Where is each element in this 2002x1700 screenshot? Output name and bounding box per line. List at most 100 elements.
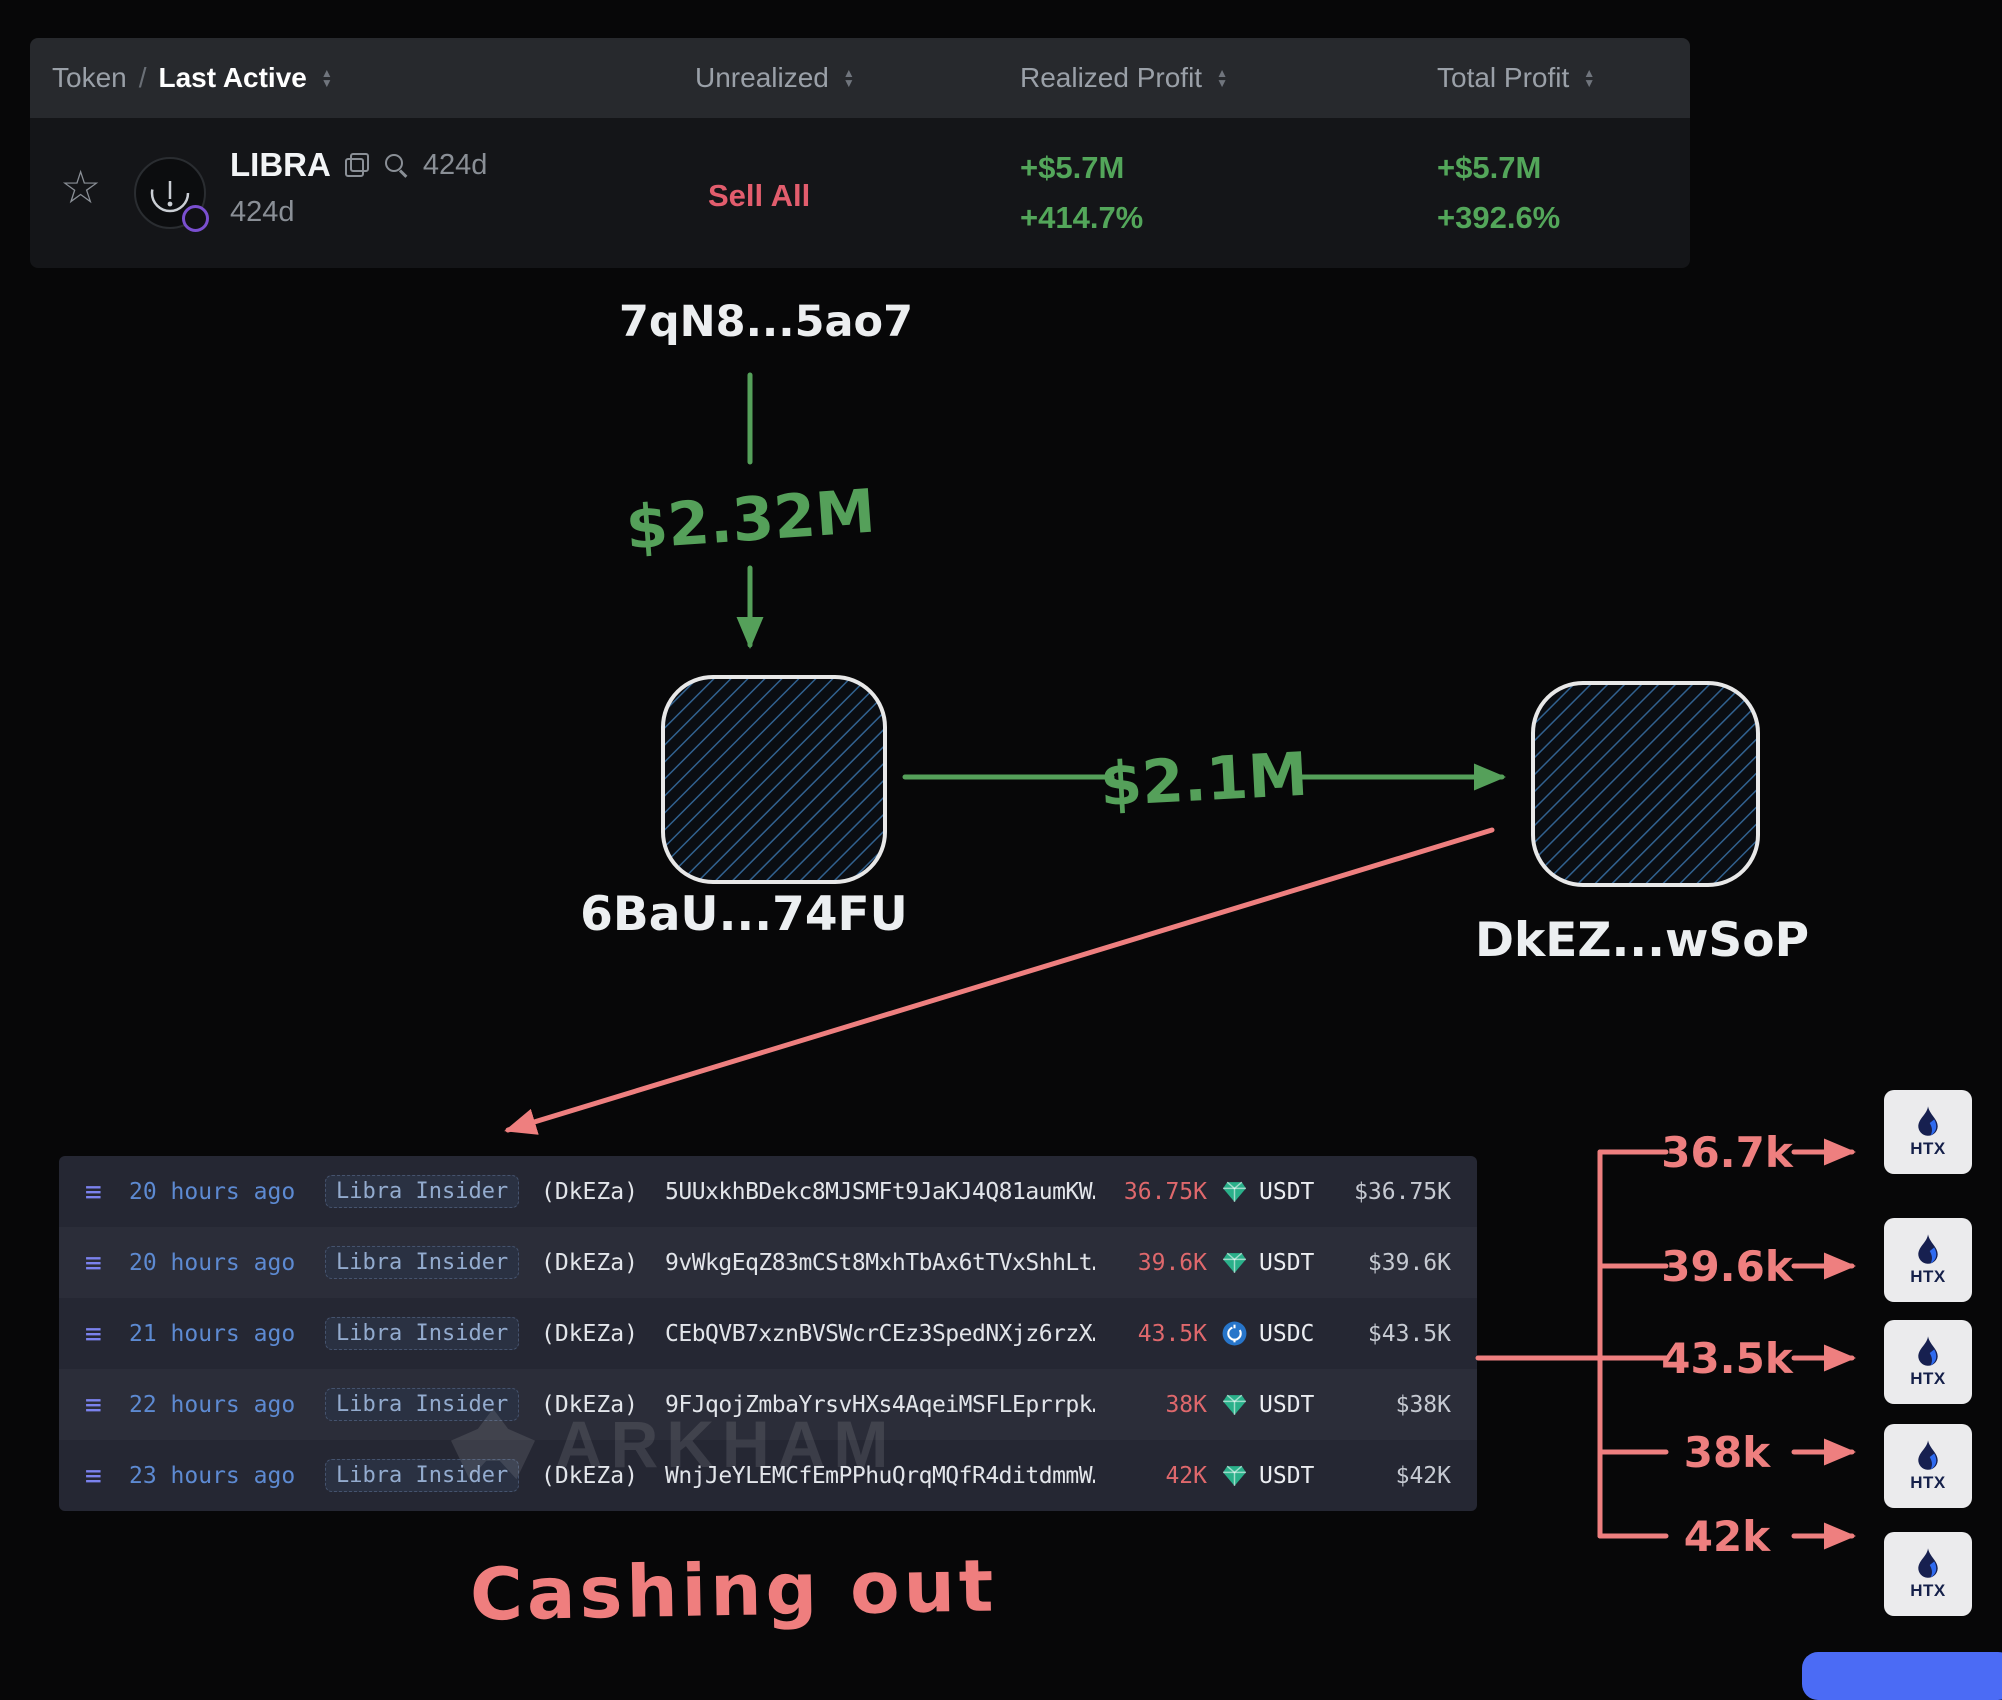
column-realized-profit[interactable]: Realized Profit ▲ ▼ [1020, 38, 1228, 118]
sort-icon[interactable]: ▲ ▼ [320, 66, 333, 90]
column-last-active-label: Last Active [158, 62, 307, 93]
tx-amount: 42K [1165, 1462, 1207, 1489]
libra-logo-mark [150, 173, 190, 213]
wallet-panel: Token / Last Active ▲ ▼ Unrealized ▲ ▼ Rea… [30, 38, 1690, 268]
transfer1-amount: $2.32M [624, 476, 878, 563]
htx-label: HTX [1910, 1267, 1946, 1286]
cashout-amount-2: 39.6k [1661, 1242, 1794, 1291]
tx-row[interactable]: ≡ 20 hours ago Libra Insider (DkEZa) 5UU… [59, 1156, 1477, 1227]
column-separator: / [138, 62, 147, 93]
htx-exchange-icon: HTX [1884, 1090, 1972, 1174]
htx-flame-icon [1918, 1106, 1938, 1136]
tx-row[interactable]: ≡ 23 hours ago Libra Insider (DkEZa) Wnj… [59, 1440, 1477, 1511]
column-realized-profit-label: Realized Profit [1020, 62, 1203, 93]
realized-profit: +$5.7M +414.7% [1020, 150, 1143, 236]
token-row[interactable]: ☆ LIBRA 424d 424d Sell All +$5.7M +414.7… [30, 118, 1690, 268]
tx-time[interactable]: 23 hours ago [129, 1462, 296, 1489]
token-logo [134, 157, 209, 232]
tx-usd-value: $39.6K [1367, 1249, 1451, 1276]
usdt-icon [1221, 1249, 1251, 1276]
tx-list-icon: ≡ [85, 1388, 102, 1421]
tx-time[interactable]: 22 hours ago [129, 1391, 296, 1418]
wallet-node-1-label: 6BaU...74FU [580, 887, 908, 942]
tx-token-symbol: USDT [1259, 1391, 1315, 1418]
transfer2-amount: $2.1M [1098, 740, 1309, 821]
tx-entity-tag[interactable]: Libra Insider [325, 1388, 520, 1421]
wallet-node-2 [1531, 681, 1760, 887]
favorite-star-icon[interactable]: ☆ [60, 161, 102, 213]
column-total-profit-label: Total Profit [1437, 62, 1570, 93]
sell-all-button[interactable]: Sell All [708, 178, 811, 213]
htx-label: HTX [1910, 1369, 1946, 1388]
wallet-node-2-label: DkEZ...wSoP [1475, 913, 1809, 968]
tx-entity-tag-wrap: Libra Insider [325, 1317, 541, 1350]
total-profit-value: +$5.7M [1437, 150, 1542, 185]
tx-hash[interactable]: 9FJqojZmbaYrsvHXs4AqeiMSFLEprrpk… [665, 1391, 1095, 1418]
tx-usd-value: $36.75K [1354, 1178, 1451, 1205]
sort-icon[interactable]: ▲ ▼ [1583, 66, 1596, 90]
tx-entity-tag-wrap: Libra Insider [325, 1388, 541, 1421]
tx-time[interactable]: 21 hours ago [129, 1320, 296, 1347]
column-unrealized-label: Unrealized [695, 62, 829, 93]
sort-icon[interactable]: ▲ ▼ [1216, 66, 1228, 90]
chain-badge-icon [182, 205, 209, 232]
tx-amount: 38K [1165, 1391, 1207, 1418]
tx-list-icon: ≡ [85, 1459, 102, 1492]
tx-amount: 39.6K [1137, 1249, 1207, 1276]
wallet-panel-header: Token / Last Active ▲ ▼ Unrealized ▲ ▼ Rea… [30, 38, 1690, 118]
token-age: 424d [230, 196, 295, 228]
token-info: LIBRA 424d 424d [230, 146, 487, 229]
column-token-label: Token [52, 62, 127, 93]
tx-row[interactable]: ≡ 21 hours ago Libra Insider (DkEZa) CEb… [59, 1298, 1477, 1369]
htx-flame-icon [1918, 1234, 1938, 1264]
tx-hash[interactable]: 5UUxkhBDekc8MJSMFt9JaKJ4Q81aumKW… [665, 1178, 1095, 1205]
tx-time[interactable]: 20 hours ago [129, 1178, 296, 1205]
htx-exchange-icon: HTX [1884, 1218, 1972, 1302]
tx-usd-value: $38K [1395, 1391, 1451, 1418]
usdt-icon [1221, 1178, 1251, 1205]
column-token-last-active[interactable]: Token / Last Active ▲ ▼ [52, 38, 333, 118]
tx-hash[interactable]: WnjJeYLEMCfEmPPhuQrqMQfR4ditdmmW… [665, 1462, 1095, 1489]
tx-amount: 43.5K [1137, 1320, 1207, 1347]
tx-token-symbol: USDT [1259, 1249, 1315, 1276]
tx-time[interactable]: 20 hours ago [129, 1249, 296, 1276]
tx-hash[interactable]: 9vWkgEqZ83mCSt8MxhTbAx6tTVxShhLt… [665, 1249, 1095, 1276]
usdc-icon [1221, 1320, 1251, 1347]
tx-entity-short: (DkEZa) [541, 1249, 638, 1276]
htx-exchange-icon: HTX [1884, 1320, 1972, 1404]
tx-list-icon: ≡ [85, 1175, 102, 1208]
total-profit-percent: +392.6% [1437, 200, 1561, 235]
copy-icon[interactable] [344, 153, 369, 177]
tx-entity-short: (DkEZa) [541, 1178, 638, 1205]
tx-usd-value: $43.5K [1367, 1320, 1451, 1347]
chat-widget-button[interactable] [1802, 1652, 2002, 1700]
tx-list-icon: ≡ [85, 1317, 102, 1350]
column-unrealized[interactable]: Unrealized ▲ ▼ [695, 38, 855, 118]
tx-token-symbol: USDT [1259, 1462, 1315, 1489]
column-total-profit[interactable]: Total Profit ▲ ▼ [1437, 38, 1595, 118]
tx-list-icon: ≡ [85, 1246, 102, 1279]
tx-row[interactable]: ≡ 20 hours ago Libra Insider (DkEZa) 9vW… [59, 1227, 1477, 1298]
htx-label: HTX [1910, 1473, 1946, 1492]
tx-entity-tag-wrap: Libra Insider [325, 1246, 541, 1279]
usdt-icon [1221, 1391, 1251, 1418]
source-wallet-label: 7qN8...5ao7 [619, 297, 913, 347]
tx-entity-tag[interactable]: Libra Insider [325, 1175, 520, 1208]
token-search-age: 424d [422, 148, 488, 181]
tx-hash[interactable]: CEbQVB7xznBVSWcrCEz3SpedNXjz6rzX… [665, 1320, 1095, 1347]
tx-entity-tag[interactable]: Libra Insider [325, 1317, 520, 1350]
tx-row[interactable]: ≡ 22 hours ago Libra Insider (DkEZa) 9FJ… [59, 1369, 1477, 1440]
tx-entity-tag-wrap: Libra Insider [325, 1459, 541, 1492]
tx-entity-tag[interactable]: Libra Insider [325, 1246, 520, 1279]
htx-flame-icon [1918, 1548, 1938, 1578]
htx-flame-icon [1918, 1336, 1938, 1366]
realized-profit-value: +$5.7M [1020, 150, 1125, 185]
sort-icon[interactable]: ▲ ▼ [842, 66, 855, 90]
token-name[interactable]: LIBRA [230, 146, 331, 183]
cashing-out-caption: Cashing out [469, 1543, 998, 1637]
tx-entity-tag[interactable]: Libra Insider [325, 1459, 520, 1492]
tx-entity-short: (DkEZa) [541, 1320, 638, 1347]
tx-entity-short: (DkEZa) [541, 1391, 638, 1418]
htx-flame-icon [1918, 1440, 1938, 1470]
search-icon[interactable] [383, 152, 409, 178]
